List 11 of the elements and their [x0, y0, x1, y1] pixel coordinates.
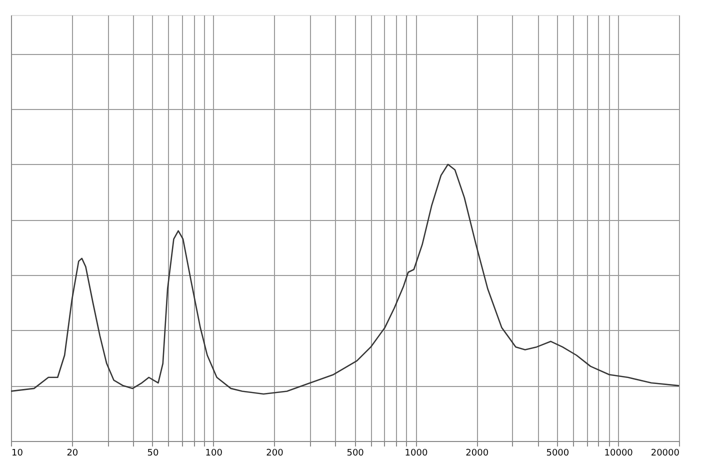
x-tick-label: 20	[66, 448, 78, 458]
x-tick-label: 2000	[466, 448, 489, 458]
x-tick-label: 10000	[604, 448, 634, 458]
x-tick-label: 20000	[650, 448, 680, 458]
x-tick-label: 1000	[404, 448, 428, 458]
x-tick-label: 5000	[546, 448, 570, 458]
x-tick-label: 100	[205, 448, 223, 458]
x-tick-label: 200	[266, 448, 284, 458]
x-tick-label: 50	[147, 448, 159, 458]
x-tick-label: 10	[12, 448, 24, 458]
x-tick-label: 500	[346, 448, 364, 458]
